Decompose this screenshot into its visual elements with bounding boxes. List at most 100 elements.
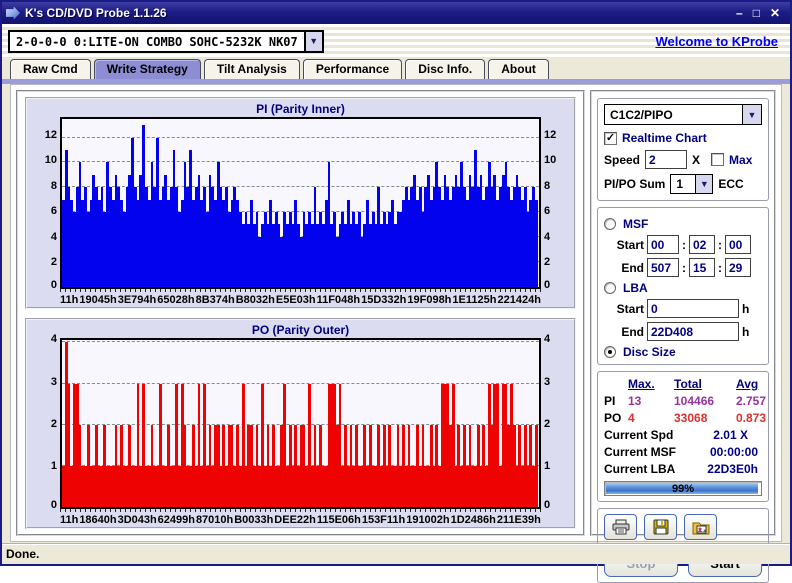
- tab-raw-cmd[interactable]: Raw Cmd: [10, 59, 91, 79]
- chart-bar: [460, 162, 464, 287]
- chart-bar: [75, 187, 79, 287]
- x-tick-label: 1D2486h: [450, 514, 496, 526]
- po-max-value: 4: [628, 411, 635, 425]
- pi-max-value: 13: [628, 394, 642, 408]
- chevron-down-icon[interactable]: ▼: [742, 105, 761, 124]
- drive-select-combo[interactable]: 2-0-0-0 0:LITE-ON COMBO SOHC-5232K NK07 …: [8, 29, 324, 53]
- chart-bar: [180, 383, 184, 507]
- chart-bar: [191, 199, 195, 287]
- chart-bar: [371, 212, 375, 287]
- chart-bar: [346, 199, 350, 287]
- chart-bar: [319, 424, 322, 507]
- chart-bar: [64, 150, 68, 287]
- tab-write-strategy[interactable]: Write Strategy: [93, 59, 201, 79]
- tab-disc-info[interactable]: Disc Info.: [405, 59, 486, 79]
- chart-bar: [396, 424, 400, 507]
- chart-bar: [490, 424, 494, 507]
- image-folder-icon: [692, 522, 709, 534]
- po-xaxis: 11h 18640h 3D043h 62499h 87010h B0033h DEE22h 1…: [60, 509, 541, 526]
- chevron-down-icon[interactable]: ▼: [695, 175, 713, 193]
- chart-bar: [222, 424, 226, 507]
- chart-bar: [153, 465, 157, 507]
- x-tick-label: 3D043h: [117, 514, 157, 526]
- chart-bar: [286, 465, 289, 507]
- msf-end-sec[interactable]: [689, 258, 715, 277]
- chart-bar: [186, 187, 190, 287]
- chart-bar: [109, 187, 112, 287]
- lba-start-input[interactable]: [647, 299, 739, 318]
- chart-bar: [97, 465, 101, 507]
- chart-bar: [498, 465, 502, 507]
- msf-end-frame[interactable]: [725, 258, 751, 277]
- y-tick-label: 8: [50, 179, 57, 192]
- chart-bar: [330, 224, 334, 287]
- ecc-label: ECC: [718, 177, 744, 191]
- chart-bar: [432, 465, 436, 507]
- chart-bar: [297, 224, 300, 287]
- welcome-link[interactable]: Welcome to KProbe: [655, 33, 778, 49]
- chart-bar: [316, 224, 320, 287]
- y-tick-label: 4: [544, 333, 551, 346]
- chart-bar: [225, 187, 228, 287]
- chart-bar: [158, 383, 162, 507]
- chart-bar: [139, 465, 143, 507]
- realtime-chart-checkbox[interactable]: ✓: [604, 131, 617, 145]
- save-image-button[interactable]: [684, 514, 717, 540]
- tab-performance[interactable]: Performance: [302, 59, 403, 79]
- chart-bar: [380, 224, 383, 287]
- maximize-button[interactable]: □: [752, 6, 760, 20]
- print-button[interactable]: [604, 514, 637, 540]
- max-speed-checkbox[interactable]: ✓: [711, 153, 725, 166]
- chart-bar: [214, 199, 217, 287]
- msf-start-frame[interactable]: [725, 235, 751, 254]
- chart-bar: [487, 383, 491, 507]
- close-button[interactable]: ✕: [769, 6, 780, 20]
- pi-plot-area: [60, 117, 541, 289]
- chart-bar: [424, 465, 428, 507]
- msf-radio[interactable]: [604, 218, 616, 230]
- tab-tilt-analysis[interactable]: Tilt Analysis: [203, 59, 300, 79]
- lba-end-unit: h: [742, 324, 750, 339]
- x-tick-label: 11h: [60, 514, 79, 526]
- pipo-sum-combo[interactable]: 1 ▼: [670, 174, 714, 194]
- chart-bar: [501, 174, 505, 287]
- disc-size-label: Disc Size: [623, 345, 676, 359]
- speed-input[interactable]: [645, 150, 688, 169]
- msf-start-sec[interactable]: [689, 235, 715, 254]
- chart-bar: [510, 383, 513, 507]
- minimize-button[interactable]: –: [736, 6, 743, 20]
- msf-end-min[interactable]: [647, 258, 679, 277]
- mode-combo[interactable]: C1C2/PIPO ▼: [604, 104, 762, 125]
- chart-bar: [496, 383, 499, 507]
- chart-bar: [219, 187, 223, 287]
- chart-bar: [64, 342, 68, 507]
- chart-bar: [133, 187, 137, 287]
- chart-bar: [385, 465, 389, 507]
- save-button[interactable]: [644, 514, 677, 540]
- chart-bar: [258, 236, 262, 287]
- tab-about[interactable]: About: [488, 59, 549, 79]
- lba-radio[interactable]: [604, 282, 616, 294]
- lba-end-input[interactable]: [647, 322, 739, 341]
- msf-start-min[interactable]: [647, 235, 679, 254]
- chart-bar: [122, 212, 126, 287]
- lba-start-unit: h: [742, 301, 750, 316]
- chart-bar: [252, 224, 256, 287]
- po-yaxis-left: 0 1 2 3 4: [32, 333, 60, 511]
- chart-bar: [106, 162, 110, 287]
- tab-bar: Raw Cmd Write Strategy Tilt Analysis Per…: [2, 58, 790, 79]
- chart-bar: [274, 465, 278, 507]
- chart-bar: [534, 199, 538, 287]
- chevron-down-icon[interactable]: ▼: [303, 31, 322, 51]
- chart-bar: [438, 465, 441, 507]
- chart-bar: [310, 465, 314, 507]
- chart-bar: [291, 465, 295, 507]
- chart-bar: [294, 199, 298, 287]
- chart-bar: [518, 424, 522, 507]
- pi-total-value: 104466: [674, 394, 715, 408]
- disc-size-radio[interactable]: [604, 346, 616, 358]
- chart-bar: [346, 465, 350, 507]
- gridline: [62, 136, 539, 138]
- chart-bar: [122, 465, 126, 507]
- msf-separator: :: [682, 237, 686, 252]
